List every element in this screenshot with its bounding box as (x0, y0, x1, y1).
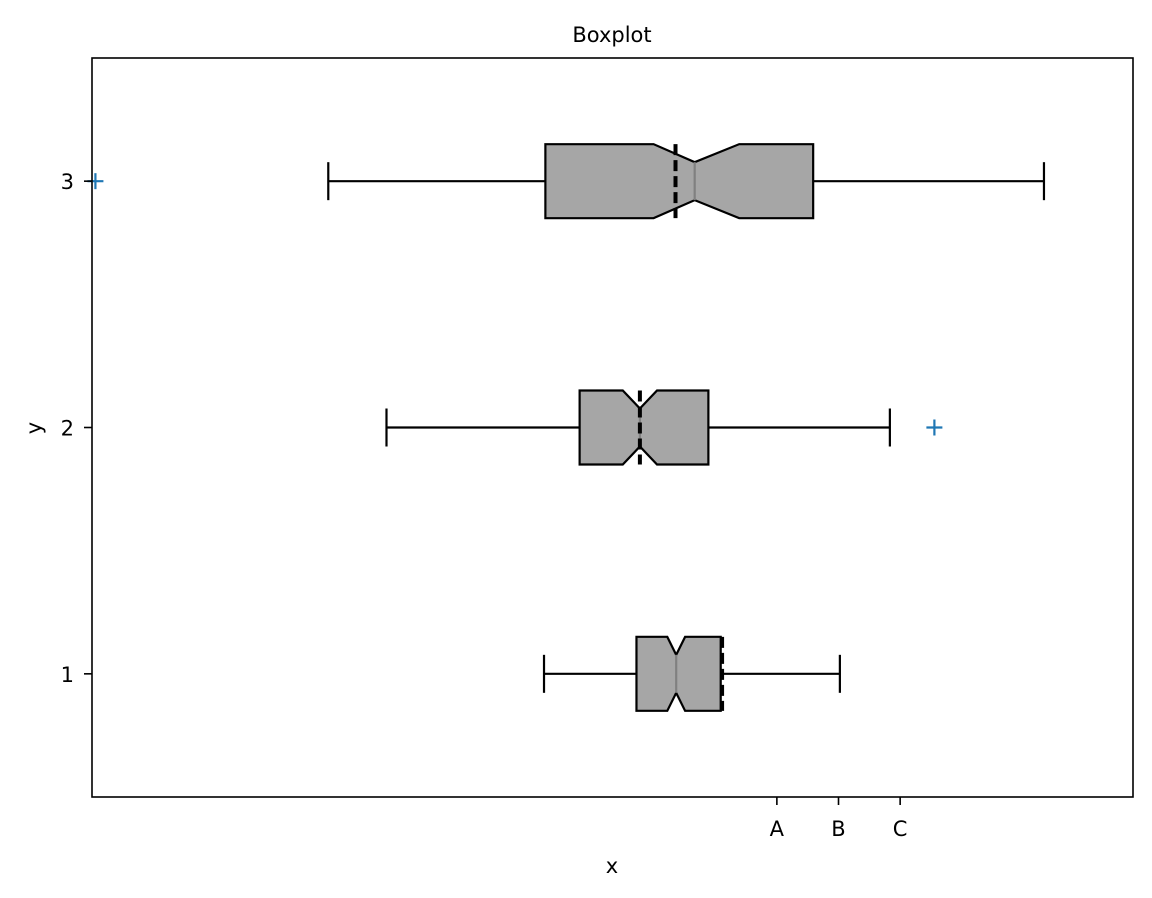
axes: A B C 1 2 3 (61, 57, 1134, 841)
notched-box (635, 635, 722, 712)
y-tick-label: 2 (61, 417, 74, 441)
x-axis-label: x (606, 854, 618, 878)
y-axis-label: y (22, 422, 46, 434)
box-group-3 (87, 143, 1046, 220)
box-group-1 (542, 635, 841, 712)
y-tick-label: 3 (61, 170, 74, 194)
plot-area (87, 143, 1046, 712)
chart-title: Boxplot (572, 23, 651, 47)
x-tick-label: C (893, 817, 908, 841)
notched-box (578, 389, 710, 466)
y-tick-label: 1 (61, 663, 74, 687)
flier-marker (926, 419, 943, 436)
x-tick-label: B (831, 817, 845, 841)
notched-box (544, 143, 815, 220)
x-tick-label: A (770, 817, 785, 841)
box-group-2 (385, 389, 943, 466)
